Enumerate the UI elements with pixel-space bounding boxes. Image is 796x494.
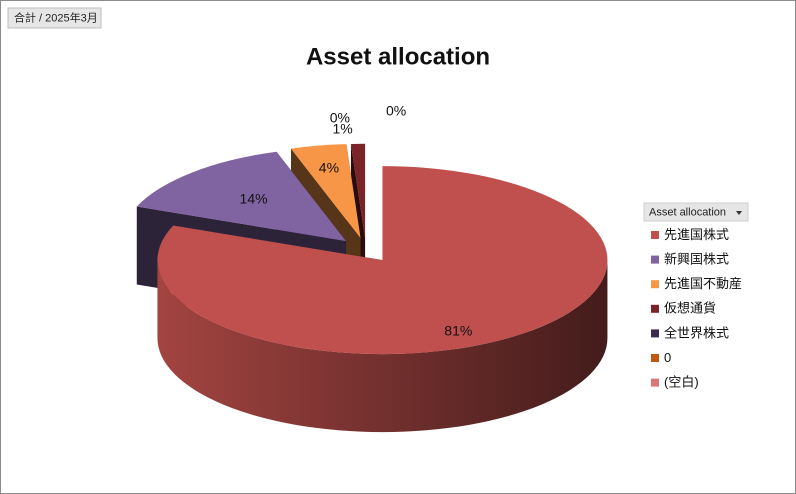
legend-label: 0 [664, 350, 671, 365]
legend-label: 仮想通貨 [664, 301, 716, 316]
field-button-label: 合計 / 2025年3月 [14, 10, 98, 24]
legend-label: 先進国株式 [664, 227, 729, 242]
legend-swatch [651, 231, 659, 239]
data-label: 0% [386, 102, 406, 118]
data-label: 1% [332, 120, 352, 136]
legend-swatch [651, 255, 659, 264]
dropdown-arrow [736, 211, 742, 215]
field-button[interactable] [7, 7, 102, 29]
legend-label: 新興国株式 [664, 252, 729, 267]
slice-side [157, 260, 608, 433]
data-label: 14% [240, 191, 268, 207]
legend-swatch [651, 354, 659, 362]
legend-label: 全世界株式 [664, 325, 729, 340]
legend-swatch [651, 280, 659, 289]
legend-swatch [651, 329, 659, 338]
data-label: 81% [444, 322, 472, 338]
slice-top [350, 143, 366, 238]
pie: 81%14%4%1%0% 0% [136, 102, 608, 433]
chart-title: Asset allocation [306, 43, 490, 70]
data-label: 0% [330, 109, 350, 125]
slice [157, 166, 608, 433]
legend-swatch [651, 304, 659, 313]
slice-top [157, 166, 608, 355]
legend-title: Asset allocation [649, 206, 726, 218]
legend-label: 先進国不動産 [664, 276, 742, 291]
legend-header[interactable] [643, 202, 749, 222]
legend-swatch [651, 378, 659, 387]
slice-top [290, 144, 361, 238]
slice-top [136, 151, 346, 242]
data-label: 4% [319, 159, 339, 175]
legend-label: (空白) [664, 375, 699, 390]
